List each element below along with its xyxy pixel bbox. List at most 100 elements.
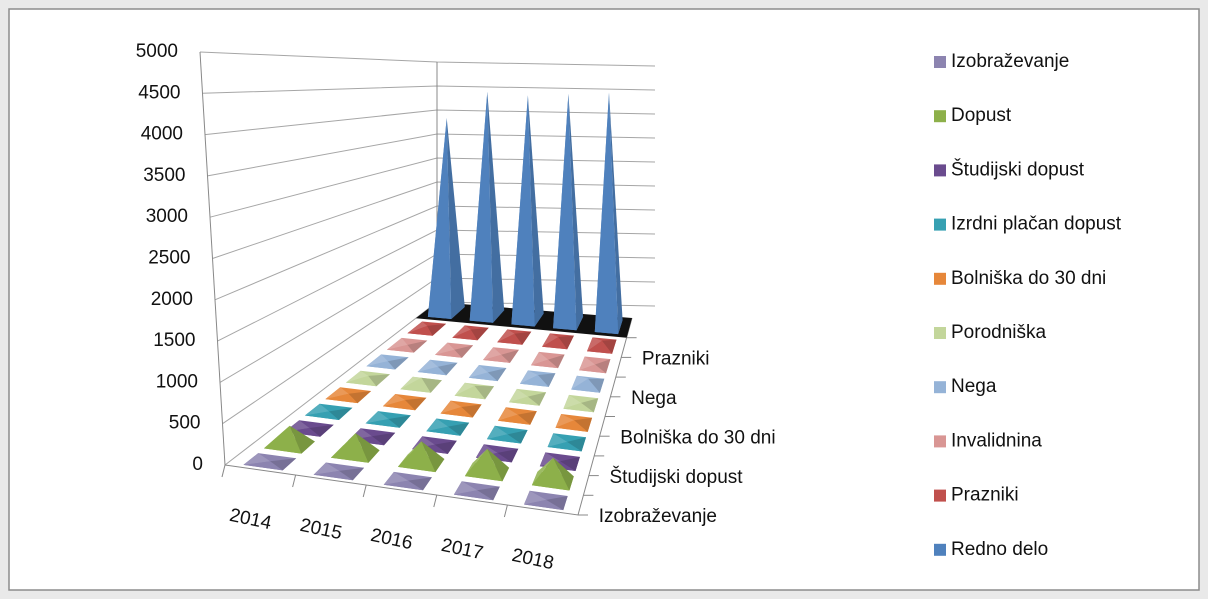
pyramid: [469, 91, 505, 323]
pyramid-left: [547, 433, 568, 447]
legend-label: Izrdni plačan dopust: [951, 214, 1122, 235]
pyramid: [345, 370, 390, 387]
pyramid-left: [440, 400, 462, 414]
pyramid-right: [348, 391, 372, 404]
pyramid-right: [558, 335, 574, 350]
pyramid-right: [421, 377, 442, 393]
pyramid-front: [417, 366, 447, 376]
pyramid-right: [270, 458, 297, 471]
pyramid-front: [555, 420, 588, 432]
pyramid-right: [602, 339, 617, 354]
pyramid-left: [325, 387, 349, 400]
pyramid-right: [372, 432, 396, 446]
pyramid: [579, 356, 611, 374]
pyramid-front: [365, 419, 400, 428]
pyramid-right: [477, 486, 500, 501]
pyramid-front: [304, 411, 339, 420]
pyramid: [452, 325, 489, 341]
pyramid-left: [435, 342, 455, 355]
pyramid: [531, 351, 565, 369]
y-tick-label: 4000: [141, 124, 183, 145]
pyramid-left: [579, 356, 595, 371]
pyramid-front: [330, 433, 369, 463]
legend-swatch: [934, 218, 946, 231]
pyramid-front: [325, 393, 358, 404]
pyramid-right: [427, 323, 447, 336]
pyramid-right: [487, 91, 505, 323]
pyramid-right: [408, 477, 432, 491]
pyramid: [243, 453, 297, 471]
pyramid-right: [437, 362, 458, 376]
pyramid: [547, 433, 586, 452]
pyramid-right: [470, 327, 489, 341]
pyramid-front: [453, 490, 494, 501]
pyramid-front: [464, 448, 503, 482]
pyramid-front: [400, 377, 431, 393]
pyramid-front: [345, 375, 377, 387]
pyramid-left: [366, 354, 388, 367]
pyramid-front: [454, 385, 486, 400]
y-tick-label: 2000: [151, 289, 193, 310]
pyramid: [509, 388, 547, 406]
pyramid-left: [563, 394, 582, 409]
x-tick: [292, 474, 297, 488]
pyramid: [386, 337, 428, 353]
y-tick-label: 3500: [143, 165, 185, 186]
pyramid: [531, 457, 574, 491]
pyramid-right: [487, 448, 510, 482]
pyramid-right: [329, 407, 353, 420]
pyramid-front: [524, 499, 564, 511]
y-tick-label: 2500: [148, 248, 190, 269]
y-tick-label: 4500: [138, 82, 180, 103]
legend-label: Dopust: [951, 105, 1012, 126]
pyramid: [464, 448, 510, 482]
pyramid-front: [386, 344, 414, 353]
pyramid-front: [468, 372, 498, 382]
legend-label: Porodniška: [951, 322, 1046, 343]
pyramid-front: [594, 92, 619, 335]
pyramid: [426, 418, 470, 436]
pyramid-right: [514, 331, 532, 345]
pyramid-left: [468, 365, 488, 378]
pyramid-left: [542, 333, 559, 347]
pyramid-front: [313, 470, 353, 481]
pyramid: [304, 403, 353, 420]
pyramid-left: [531, 351, 549, 366]
depth-tick-label: Izobraževanje: [599, 506, 717, 527]
pyramid: [563, 394, 599, 413]
pyramid: [325, 387, 372, 404]
pyramid-front: [498, 414, 531, 425]
pyramid-right: [497, 448, 519, 463]
pyramid-right: [339, 467, 365, 481]
pyramid: [366, 354, 409, 370]
pyramid-front: [542, 337, 568, 350]
depth-tick-label: Študijski dopust: [610, 466, 744, 488]
pyramid-front: [587, 340, 613, 354]
pyramid-left: [386, 337, 408, 350]
legend-label: Nega: [951, 376, 997, 397]
pyramid: [497, 329, 532, 345]
pyramid-front: [382, 400, 416, 411]
pyramid-front: [511, 95, 535, 327]
pyramid-left: [524, 490, 547, 505]
y-tick-label: 3000: [146, 206, 188, 227]
depth-tick-label: Bolniška do 30 dni: [620, 427, 775, 448]
pyramid-right: [581, 398, 599, 413]
x-tick: [433, 494, 438, 508]
legend-swatch: [934, 272, 946, 285]
pyramid-right: [574, 417, 593, 432]
pyramid-right: [448, 422, 470, 436]
legend-label: Bolniška do 30 dni: [951, 268, 1106, 289]
pyramid-left: [587, 337, 602, 352]
pyramid: [483, 347, 519, 363]
y-tick-label: 500: [169, 413, 201, 434]
y-tick-label: 5000: [136, 41, 178, 62]
pyramid-front: [563, 402, 594, 413]
pyramid-front: [427, 118, 452, 319]
pyramid-front: [435, 349, 462, 358]
pyramid-front: [579, 364, 606, 374]
pyramid-front: [553, 93, 577, 331]
pyramid-right: [553, 457, 574, 491]
